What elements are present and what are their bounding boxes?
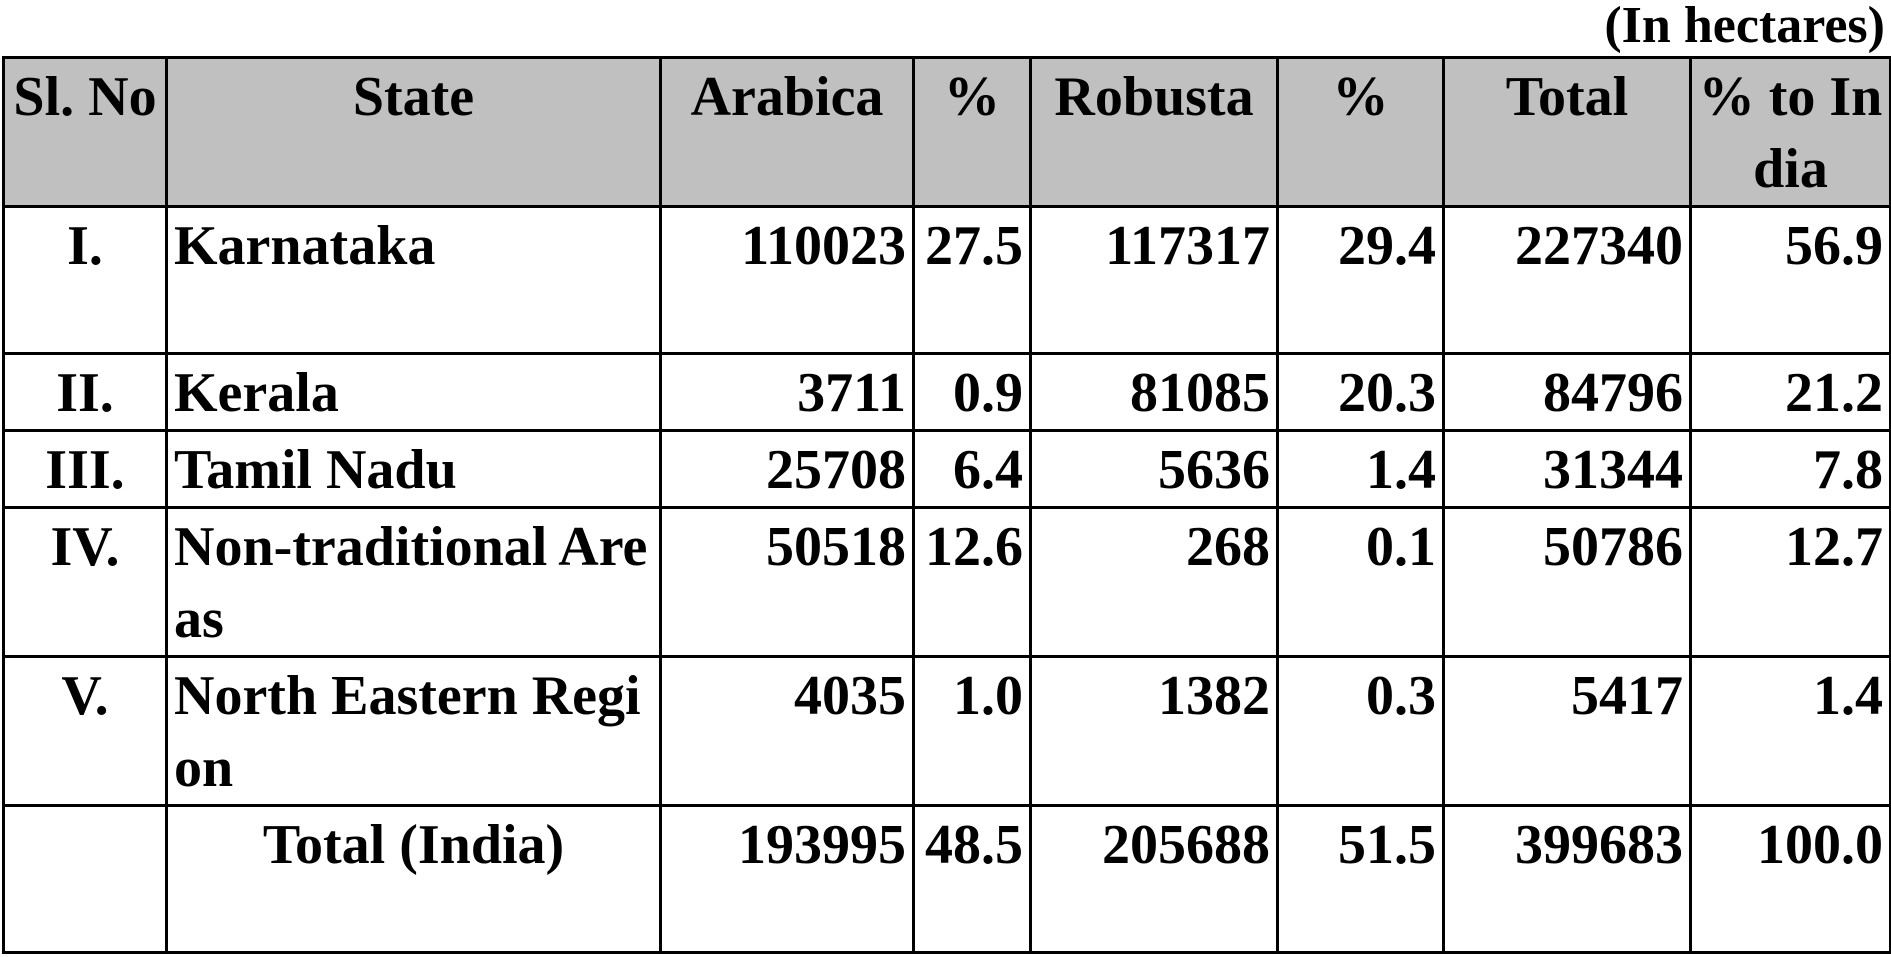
cell-arabica: 110023 <box>659 205 915 355</box>
cell-robusta-pct: 0.3 <box>1276 655 1445 807</box>
total-pct-to-india: 100.0 <box>1689 804 1891 954</box>
cell-pct-to-india: 56.9 <box>1689 205 1891 355</box>
cell-robusta: 5636 <box>1029 429 1279 509</box>
total-arabica: 193995 <box>659 804 915 954</box>
cell-robusta: 1382 <box>1029 655 1279 807</box>
cell-robusta-pct: 1.4 <box>1276 429 1445 509</box>
cell-arabica: 50518 <box>659 506 915 658</box>
cell-sl: I. <box>2 205 168 355</box>
cell-robusta-pct: 20.3 <box>1276 352 1445 432</box>
unit-note: (In hectares) <box>1604 0 1885 54</box>
cell-robusta-pct: 29.4 <box>1276 205 1445 355</box>
cell-arabica: 4035 <box>659 655 915 807</box>
cell-state: Tamil Nadu <box>165 429 662 509</box>
coffee-area-table: Sl. No State Arabica % Robusta % Total %… <box>2 56 1891 954</box>
table-row: IV. Non-traditional Areas 50518 12.6 268… <box>2 506 1891 658</box>
cell-robusta-pct: 0.1 <box>1276 506 1445 658</box>
cell-arabica: 25708 <box>659 429 915 509</box>
cell-sl: III. <box>2 429 168 509</box>
cell-state: Non-traditional Areas <box>165 506 662 658</box>
cell-robusta: 81085 <box>1029 352 1279 432</box>
table-row: V. North Eastern Region 4035 1.0 1382 0.… <box>2 655 1891 807</box>
table-row: I. Karnataka 110023 27.5 117317 29.4 227… <box>2 205 1891 355</box>
cell-sl: V. <box>2 655 168 807</box>
table-row: III. Tamil Nadu 25708 6.4 5636 1.4 31344… <box>2 429 1891 509</box>
cell-robusta: 268 <box>1029 506 1279 658</box>
cell-arabica-pct: 27.5 <box>912 205 1032 355</box>
cell-arabica-pct: 1.0 <box>912 655 1032 807</box>
cell-state: Kerala <box>165 352 662 432</box>
header-pct-to-india: % to India <box>1689 56 1891 208</box>
header-arabica-pct: % <box>912 56 1032 208</box>
header-robusta-pct: % <box>1276 56 1445 208</box>
table-row: II. Kerala 3711 0.9 81085 20.3 84796 21.… <box>2 352 1891 432</box>
header-row: Sl. No State Arabica % Robusta % Total %… <box>2 56 1891 208</box>
cell-total: 31344 <box>1442 429 1692 509</box>
cell-state: Karnataka <box>165 205 662 355</box>
cell-pct-to-india: 21.2 <box>1689 352 1891 432</box>
cell-sl: IV. <box>2 506 168 658</box>
header-total: Total <box>1442 56 1692 208</box>
cell-pct-to-india: 1.4 <box>1689 655 1891 807</box>
total-total: 399683 <box>1442 804 1692 954</box>
cell-pct-to-india: 12.7 <box>1689 506 1891 658</box>
header-arabica: Arabica <box>659 56 915 208</box>
cell-sl: II. <box>2 352 168 432</box>
cell-total: 5417 <box>1442 655 1692 807</box>
total-arabica-pct: 48.5 <box>912 804 1032 954</box>
total-label: Total (India) <box>165 804 662 954</box>
cell-total: 227340 <box>1442 205 1692 355</box>
cell-pct-to-india: 7.8 <box>1689 429 1891 509</box>
cell-total: 50786 <box>1442 506 1692 658</box>
header-state: State <box>165 56 662 208</box>
header-robusta: Robusta <box>1029 56 1279 208</box>
total-robusta: 205688 <box>1029 804 1279 954</box>
cell-robusta: 117317 <box>1029 205 1279 355</box>
header-sl-no: Sl. No <box>2 56 168 208</box>
cell-total: 84796 <box>1442 352 1692 432</box>
cell-sl-empty <box>2 804 168 954</box>
total-robusta-pct: 51.5 <box>1276 804 1445 954</box>
cell-arabica-pct: 6.4 <box>912 429 1032 509</box>
cell-state: North Eastern Region <box>165 655 662 807</box>
total-row: Total (India) 193995 48.5 205688 51.5 39… <box>2 804 1891 954</box>
cell-arabica: 3711 <box>659 352 915 432</box>
cell-arabica-pct: 12.6 <box>912 506 1032 658</box>
cell-arabica-pct: 0.9 <box>912 352 1032 432</box>
